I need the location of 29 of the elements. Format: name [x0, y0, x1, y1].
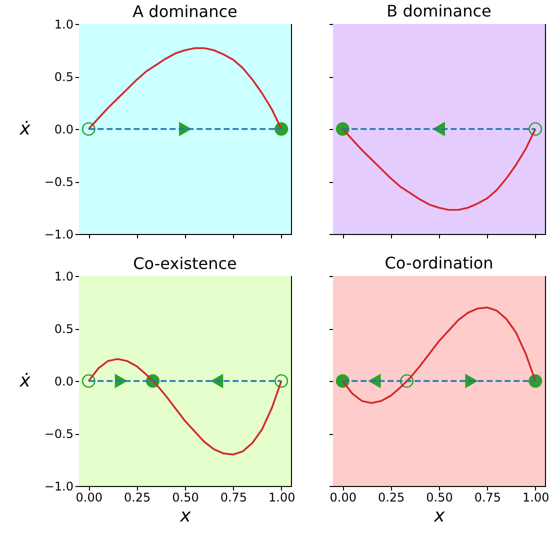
x-tick-label: 0.25 — [378, 490, 405, 504]
x-tick-label: 0.00 — [330, 490, 356, 504]
chart-title: Co-existence — [133, 254, 237, 273]
x-tick-label: 0.50 — [426, 490, 453, 504]
line-series — [88, 358, 282, 456]
y-tick-label: 1.0 — [54, 18, 74, 32]
y-tick-label: 0.0 — [54, 374, 74, 388]
chart-title: A dominance — [132, 2, 238, 21]
x-tick-label: 0.25 — [124, 490, 151, 504]
y-tick-label: −0.5 — [44, 175, 74, 189]
chart-title: Co-ordination — [384, 254, 494, 272]
y-axis-title: ẋ — [18, 118, 31, 140]
chart-title: B dominance — [386, 2, 492, 20]
x-axis-title: x — [179, 506, 192, 526]
y-tick-label: 0.5 — [54, 322, 74, 336]
x-tick-label: 1.00 — [268, 490, 296, 504]
x-tick-label: 0.75 — [220, 490, 248, 504]
y-axis-title: ẋ — [18, 370, 31, 392]
x-tick-label: 0.75 — [474, 490, 502, 504]
x-axis-title: x — [433, 506, 446, 526]
y-tick-label: 0.5 — [54, 70, 74, 84]
y-tick-label: −0.5 — [44, 427, 74, 441]
x-tick-label: 1.00 — [522, 490, 550, 504]
y-tick-label: −1.0 — [44, 228, 74, 242]
y-tick-label: 1.0 — [54, 270, 74, 284]
x-tick-label: 0.00 — [76, 490, 102, 504]
y-tick-label: −1.0 — [44, 480, 74, 494]
x-tick-label: 0.50 — [172, 490, 199, 504]
y-tick-label: 0.0 — [54, 122, 74, 136]
